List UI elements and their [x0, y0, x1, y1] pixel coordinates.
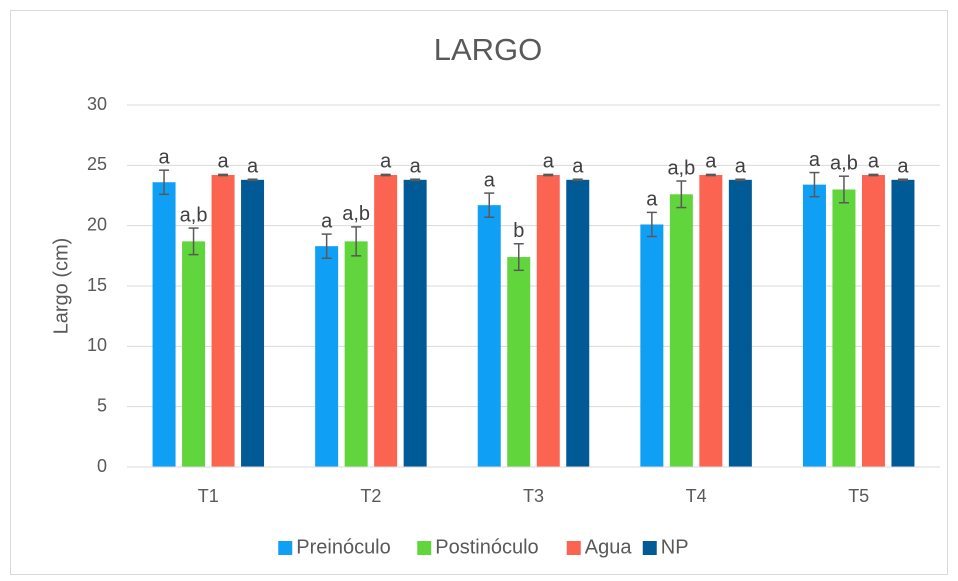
error-bar — [676, 180, 687, 209]
chart-title: LARGO — [434, 32, 543, 67]
bar — [152, 182, 176, 467]
y-tick-label: 30 — [87, 94, 107, 114]
error-bar — [705, 173, 716, 177]
error-bar — [646, 211, 657, 238]
x-tick-label: T1 — [198, 486, 219, 506]
y-tick-label: 5 — [97, 395, 107, 415]
bar — [374, 174, 398, 467]
data-label: a,b — [342, 203, 370, 225]
data-label: a,b — [180, 204, 208, 226]
error-bar — [218, 173, 229, 177]
data-label: a — [410, 155, 422, 177]
error-bar — [868, 173, 879, 177]
data-label: a — [247, 155, 259, 177]
error-bar — [484, 192, 495, 218]
data-label: a — [868, 151, 880, 173]
bar — [832, 189, 856, 467]
y-tick-label: 20 — [87, 214, 107, 234]
data-label: a — [484, 169, 496, 191]
bar — [640, 224, 664, 467]
y-tick-label: 25 — [87, 154, 107, 174]
legend-swatch — [642, 541, 657, 555]
error-bar — [247, 178, 258, 182]
data-label: a — [217, 151, 229, 173]
legend-label: NP — [661, 536, 689, 558]
error-bar — [543, 173, 554, 177]
data-label: a — [735, 155, 747, 177]
x-tick-label: T5 — [848, 486, 869, 506]
error-bar — [897, 178, 908, 182]
x-tick-label: T3 — [523, 486, 544, 506]
bar — [802, 184, 826, 467]
bar — [182, 241, 206, 467]
data-label: a — [646, 189, 658, 211]
bar — [728, 179, 752, 467]
error-bar — [188, 227, 199, 256]
bar — [861, 174, 885, 467]
data-label: a — [705, 151, 717, 173]
data-label: a — [321, 210, 333, 232]
data-label: a — [543, 151, 555, 173]
error-bar — [351, 226, 362, 257]
error-bar — [838, 175, 849, 204]
error-bar — [380, 173, 391, 177]
x-tick-label: T2 — [360, 486, 381, 506]
legend-swatch — [278, 541, 293, 555]
data-label: a — [572, 155, 584, 177]
legend-swatch — [566, 541, 581, 555]
error-bar — [321, 233, 332, 259]
legend-swatch — [417, 541, 432, 555]
error-bar — [159, 169, 170, 196]
bar — [211, 174, 235, 467]
legend-label: Preinóculo — [296, 536, 391, 558]
bar — [669, 194, 693, 467]
data-label: a — [380, 151, 392, 173]
data-label: a — [897, 155, 909, 177]
bar — [241, 179, 265, 467]
data-label: a — [809, 149, 821, 171]
bar — [891, 179, 915, 467]
x-tick-label: T4 — [686, 486, 707, 506]
error-bar — [735, 178, 746, 182]
data-label: a — [158, 146, 170, 168]
error-bar — [513, 243, 524, 272]
error-bar — [410, 178, 421, 182]
data-label: a,b — [830, 152, 858, 174]
bar — [566, 179, 590, 467]
bar — [315, 246, 339, 467]
bar — [403, 179, 427, 467]
bar — [699, 174, 723, 467]
bar — [536, 174, 560, 467]
legend-label: Agua — [585, 536, 633, 558]
bar — [344, 241, 368, 467]
legend-label: Postinóculo — [435, 536, 538, 558]
data-label: a,b — [667, 157, 695, 179]
error-bar — [809, 171, 820, 198]
bar — [477, 205, 501, 468]
y-tick-label: 15 — [87, 275, 107, 295]
data-label: b — [513, 220, 524, 242]
y-tick-label: 0 — [97, 456, 107, 476]
error-bar — [572, 178, 583, 182]
y-tick-label: 10 — [87, 335, 107, 355]
bar — [507, 257, 531, 467]
y-axis-label: Largo (cm) — [50, 238, 72, 335]
